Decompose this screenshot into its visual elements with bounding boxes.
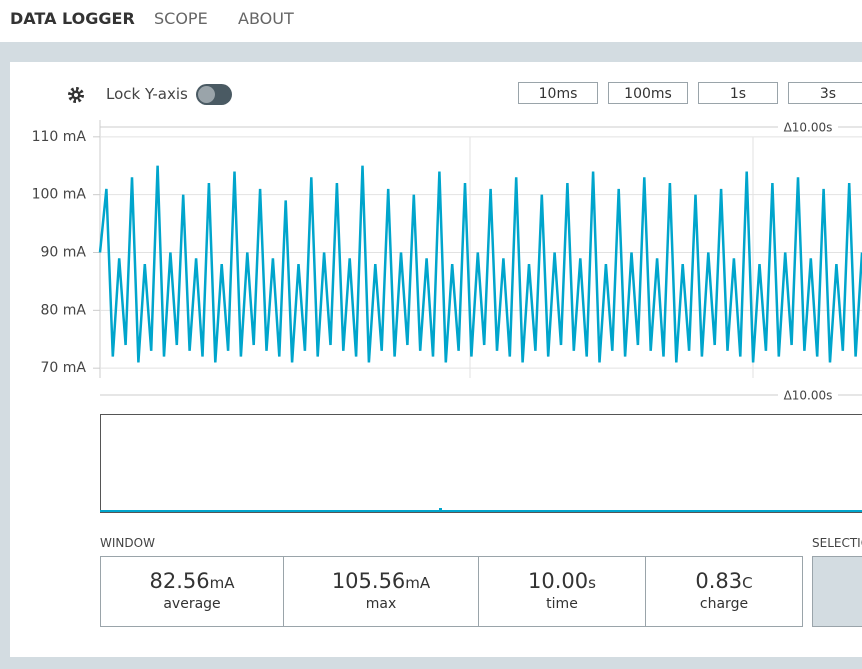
y-tick-label: 80 mA [41,302,87,318]
stat-value-line: 10.00s [479,569,645,593]
time-button[interactable]: 100ms [608,82,688,104]
stat-box: 0.83C charge [645,556,803,627]
stat-value: 0.83 [695,569,743,593]
stat-unit: C [742,574,753,592]
overview-box[interactable] [100,414,862,513]
stat-unit: s [588,574,596,592]
span-label: Δ10.00s [784,121,833,135]
stat-box: 105.56mA max [283,556,479,627]
y-tick-label: 70 mA [41,360,87,376]
nav-item[interactable]: DATA LOGGER [10,9,135,28]
current-line [98,165,862,363]
stat-unit: mA [405,574,431,592]
label-bg [778,119,838,135]
span-label: Δ10.00s [784,389,833,403]
y-tick-label: 90 mA [41,245,87,261]
selection-box [812,556,862,627]
stat-value-line: 0.83C [646,569,802,593]
lock-toggle[interactable] [196,84,232,105]
chart: Δ10.00s Δ10.00s 70 mA 80 mA 90 mA 100 mA 110… [32,119,862,513]
nav-bar: DATA LOGGER SCOPE ABOUT [0,0,862,42]
window-title: WINDOW [100,536,155,550]
y-tick-label: 100 mA [32,187,87,203]
stat-value-line: 82.56mA [101,569,283,593]
stat-label: charge [699,596,749,612]
overview-marker [439,508,442,511]
stat-label: average [163,596,221,612]
stat-box: 82.56mA average [100,556,284,627]
stat-value: 10.00 [528,569,589,593]
stat-value-line: 105.56mA [284,569,478,593]
time-button[interactable]: 10ms [518,82,598,104]
selection-title: SELECTION [812,536,862,550]
settings-icon[interactable] [67,86,85,104]
y-tick-label: 110 mA [32,129,87,145]
stat-value: 105.56 [331,569,406,593]
lock-label: Lock Y-axis [106,85,188,103]
label-bg [778,387,838,403]
stat-value: 82.56 [149,569,210,593]
stat-label: max [365,596,397,612]
time-button[interactable]: 1s [698,82,778,104]
nav-item[interactable]: ABOUT [238,9,294,28]
stat-unit: mA [209,574,235,592]
nav-item[interactable]: SCOPE [154,9,208,28]
stat-label: time [546,596,578,612]
time-button[interactable]: 3s [788,82,862,104]
toggle-knob [198,86,215,103]
card [10,62,862,657]
stat-box: 10.00s time [478,556,646,627]
